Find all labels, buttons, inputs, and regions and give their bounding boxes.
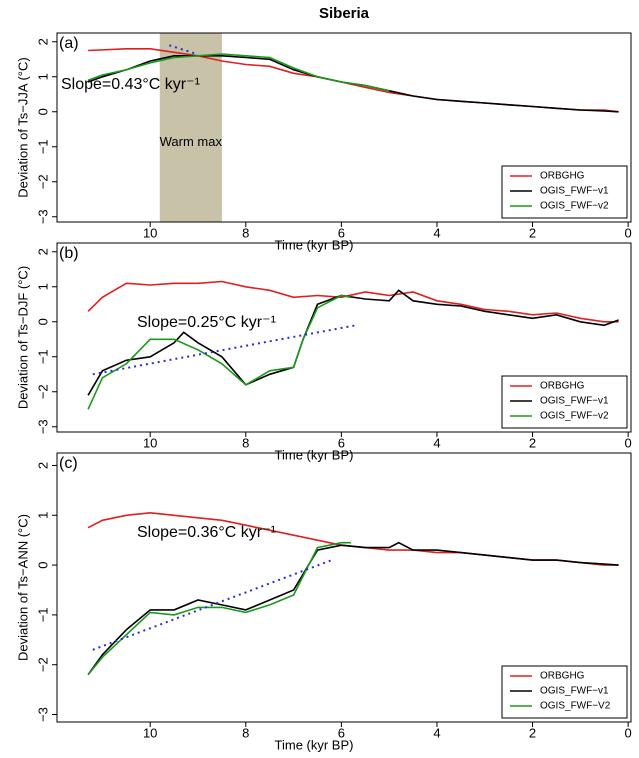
x-axis-label: Time (kyr BP) [275,237,354,252]
y-axis-label: Deviation of Ts−JJA (°C) [15,57,30,197]
y-tick-label: −3 [35,419,50,434]
legend-label: ORBGHG [540,171,585,182]
panel-label: (b) [59,245,79,262]
legend-box [501,665,628,719]
y-tick-label: 1 [35,512,50,519]
plot-frame [56,32,632,223]
y-tick-label: −3 [35,209,50,224]
series-line [87,294,352,410]
x-tick-label: 0 [625,225,632,240]
x-tick-label: 0 [625,725,632,740]
y-tick-label: 2 [35,248,50,255]
y-tick-label: −1 [35,607,50,622]
legend-label: OGIS_FWF−v2 [540,411,609,422]
legend-box [501,375,628,429]
panel-label: (c) [59,455,78,472]
legend-label: ORBGHG [540,381,585,392]
series-line [87,541,351,676]
y-tick-label: 0 [35,318,50,325]
x-tick-label: 4 [433,225,440,240]
legend-label: OGIS_FWF−V2 [540,701,611,712]
x-tick-label: 8 [242,435,249,450]
y-tick-label: 1 [35,73,50,80]
x-tick-label: 10 [143,435,157,450]
warm-max-band [159,33,222,222]
panel-label: (a) [59,35,79,52]
series-line [87,280,619,323]
x-axis-label: Time (kyr BP) [275,447,354,462]
legend-label: OGIS_FWF−v1 [540,686,609,697]
y-tick-label: −2 [35,174,50,189]
trend-line [168,44,199,56]
legend-label: OGIS_FWF−v2 [540,201,609,212]
series-line [87,541,619,676]
x-tick-label: 6 [338,225,345,240]
y-tick-label: 2 [35,38,50,45]
y-tick-label: −3 [35,707,50,722]
y-axis-label: Deviation of Ts−DJF (°C) [15,266,30,409]
trend-line [92,559,333,651]
x-tick-label: 2 [529,225,536,240]
figure-title: Siberia [319,5,370,22]
x-tick-label: 4 [433,435,440,450]
slope-annotation: Slope=0.43°C kyr⁻¹ [61,76,200,93]
x-tick-label: 6 [338,435,345,450]
y-tick-label: 2 [35,462,50,469]
x-tick-label: 10 [143,225,157,240]
y-tick-label: 0 [35,108,50,115]
legend-label: ORBGHG [540,671,585,682]
y-tick-label: 1 [35,283,50,290]
plot-frame [56,242,632,433]
y-axis-label: Deviation of Ts−ANN (°C) [15,514,30,661]
x-tick-label: 4 [433,725,440,740]
x-tick-label: 10 [143,725,157,740]
slope-annotation: Slope=0.25°C kyr⁻¹ [137,314,276,331]
slope-annotation: Slope=0.36°C kyr⁻¹ [137,524,276,541]
x-tick-label: 2 [529,435,536,450]
plot-frame [56,452,632,723]
x-tick-label: 6 [338,725,345,740]
x-tick-label: 0 [625,435,632,450]
legend-label: OGIS_FWF−v1 [540,396,609,407]
y-tick-label: −1 [35,349,50,364]
legend-box [501,165,628,219]
x-axis-label: Time (kyr BP) [275,737,354,752]
y-tick-label: −2 [35,384,50,399]
trend-line [92,324,356,376]
y-tick-label: −2 [35,657,50,672]
band-label: Warm max [160,134,223,149]
legend-label: OGIS_FWF−v1 [540,186,609,197]
series-line [87,53,390,92]
y-tick-label: −1 [35,139,50,154]
y-tick-label: 0 [35,561,50,568]
x-tick-label: 8 [242,725,249,740]
x-tick-label: 8 [242,225,249,240]
x-tick-label: 2 [529,725,536,740]
